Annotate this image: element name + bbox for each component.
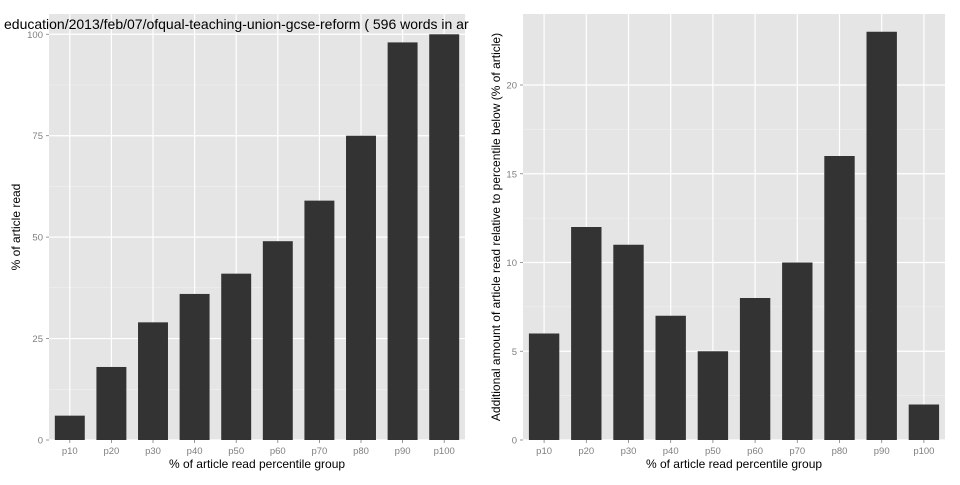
y-tick-label: 0 xyxy=(512,436,517,447)
left-x-tick-labels: p10 p20 p30 p40 p50 p60 p70 p80 p90 p100 xyxy=(62,440,455,457)
x-tick-label: p20 xyxy=(103,446,119,457)
bar-p80 xyxy=(346,135,376,440)
bar-p70 xyxy=(782,262,813,440)
x-tick-label: p10 xyxy=(536,446,552,457)
bar-p90 xyxy=(387,42,418,441)
bar-p10 xyxy=(528,333,560,440)
bar-p10 xyxy=(54,415,85,440)
bar-p50 xyxy=(221,273,252,440)
x-tick-label: p90 xyxy=(874,446,890,457)
bar-p30 xyxy=(613,244,644,440)
x-tick-label: p40 xyxy=(187,446,203,457)
x-tick-label: p70 xyxy=(789,446,805,457)
bar-p60 xyxy=(262,241,293,440)
left-x-axis-label: % of article read percentile group xyxy=(169,457,345,471)
bar-p50 xyxy=(697,351,729,440)
right-y-axis-label: Additional amount of article read relati… xyxy=(489,33,503,421)
x-tick-label: p60 xyxy=(270,446,286,457)
x-tick-label: p30 xyxy=(145,446,161,457)
bar-p30 xyxy=(138,322,168,440)
x-tick-label: p40 xyxy=(663,446,679,457)
x-tick-label: p80 xyxy=(832,446,848,457)
left-chart-title: education/2013/feb/07/ofqual-teaching-un… xyxy=(4,16,469,32)
x-tick-label: p20 xyxy=(578,446,594,457)
y-tick-label: 5 xyxy=(512,347,517,358)
right-y-tick-labels: 0 5 10 15 20 xyxy=(506,81,523,447)
left-bars xyxy=(54,34,460,441)
y-tick-label: 10 xyxy=(506,258,517,269)
bar-p40 xyxy=(179,293,210,440)
right-bars xyxy=(528,31,940,440)
y-tick-label: 20 xyxy=(506,81,517,92)
bar-p20 xyxy=(571,227,602,440)
right-x-tick-labels: p10 p20 p30 p40 p50 p60 p70 p80 p90 p100 xyxy=(536,440,934,457)
y-tick-label: 15 xyxy=(506,169,517,180)
x-tick-label: p70 xyxy=(311,446,327,457)
x-tick-label: p50 xyxy=(705,446,721,457)
bar-p70 xyxy=(304,200,335,440)
bar-p20 xyxy=(96,366,127,440)
bar-p80 xyxy=(824,156,855,440)
bar-p100 xyxy=(908,404,940,440)
y-tick-label: 50 xyxy=(32,233,43,244)
y-tick-label: 0 xyxy=(38,436,43,447)
x-tick-label: p100 xyxy=(434,446,455,457)
bar-p60 xyxy=(739,298,771,440)
right-chart: 0 5 10 15 20 p10 p20 p30 p40 p50 p60 p70 p80 p90 p100… xyxy=(489,14,945,471)
x-tick-label: p80 xyxy=(353,446,369,457)
y-tick-label: 25 xyxy=(32,334,43,345)
right-x-axis-label: % of article read percentile group xyxy=(646,457,822,471)
bar-p90 xyxy=(866,31,897,440)
bar-p40 xyxy=(655,315,686,440)
y-tick-label: 100 xyxy=(27,30,43,41)
x-tick-label: p50 xyxy=(228,446,244,457)
x-tick-label: p90 xyxy=(395,446,411,457)
left-y-tick-labels: 0 25 50 75 100 xyxy=(27,30,49,447)
left-y-axis-label: % of article read xyxy=(9,184,23,271)
x-tick-label: p60 xyxy=(747,446,763,457)
y-tick-label: 75 xyxy=(32,131,43,142)
x-tick-label: p30 xyxy=(621,446,637,457)
x-tick-label: p100 xyxy=(913,446,934,457)
bar-p100 xyxy=(429,34,460,441)
x-tick-label: p10 xyxy=(62,446,78,457)
